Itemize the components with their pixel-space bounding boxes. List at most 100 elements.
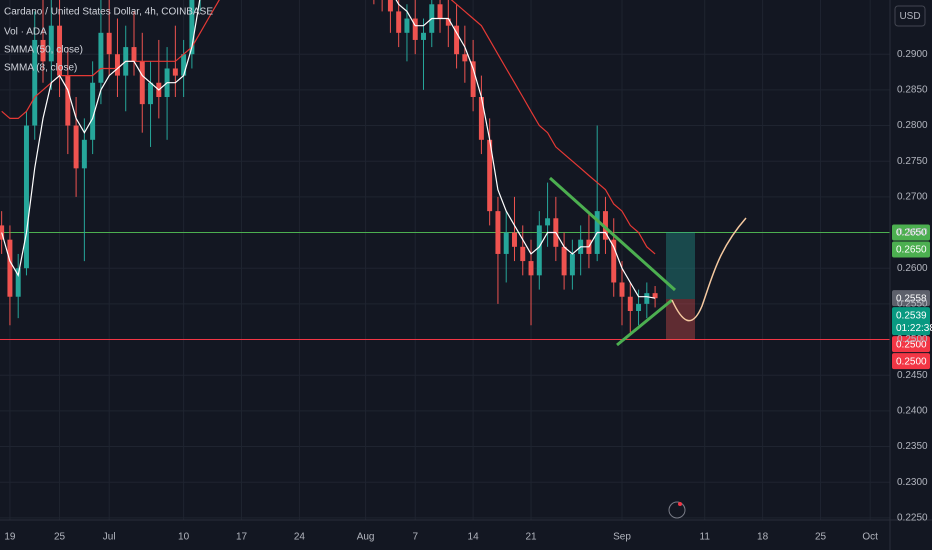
- x-tick-label: Jul: [103, 532, 116, 543]
- x-tick-label: 19: [4, 532, 16, 543]
- candle-body: [15, 268, 21, 297]
- y-tick-label: 0.2900: [897, 49, 928, 60]
- candle-body: [627, 296, 633, 312]
- price-tag: [892, 224, 930, 241]
- candle-body: [73, 125, 79, 169]
- candle-body: [148, 82, 154, 105]
- candle-body: [40, 39, 46, 62]
- x-tick-label: 10: [178, 532, 190, 543]
- candle-body: [57, 25, 63, 76]
- candle-body: [520, 246, 526, 262]
- y-tick-label: 0.2800: [897, 120, 928, 131]
- x-tick-label: 25: [815, 532, 827, 543]
- y-tick-label: 0.2600: [897, 263, 928, 274]
- unit-label: USD: [899, 11, 920, 22]
- y-tick-label: 0.2250: [897, 513, 928, 524]
- unit-button[interactable]: [894, 5, 926, 27]
- price-tags: 0.26500.26500.25580.253901:22:380.25000.…: [892, 224, 932, 370]
- long-stop-zone: [666, 299, 695, 340]
- price-tag-label: 0.2650: [896, 245, 927, 256]
- price-tag-label: 0.2650: [896, 228, 927, 239]
- x-tick-label: Aug: [357, 532, 375, 543]
- price-tag-label: 0.2539: [896, 310, 927, 321]
- y-tick-label: 0.2700: [897, 192, 928, 203]
- candle-body: [462, 54, 468, 62]
- x-tick-label: 25: [54, 532, 66, 543]
- y-tick-label: 0.2300: [897, 477, 928, 488]
- candle-body: [503, 232, 509, 254]
- y-tick-label: 0.2400: [897, 406, 928, 417]
- candle-body: [131, 47, 137, 62]
- x-tick-label: 11: [700, 532, 711, 543]
- y-tick-label: 0.2650: [897, 227, 928, 238]
- alert-dot: [678, 502, 682, 506]
- candle-body: [652, 293, 658, 299]
- candle-body: [561, 246, 567, 276]
- x-tick-label: 14: [468, 532, 480, 543]
- x-tick-label: Oct: [862, 532, 878, 543]
- candle-body: [387, 0, 393, 12]
- price-tag: [892, 336, 930, 353]
- candle-body: [545, 218, 551, 226]
- candle-body: [48, 25, 54, 62]
- candle-body: [495, 211, 501, 254]
- price-tag: [892, 241, 930, 258]
- candle-body: [636, 303, 642, 312]
- candle-body: [81, 139, 87, 169]
- price-tag-label: 0.2500: [896, 356, 927, 367]
- y-tick-label: 0.2450: [897, 370, 928, 381]
- candle-body: [23, 125, 29, 269]
- candle-body: [487, 139, 493, 212]
- indicator-line: [1, 0, 656, 299]
- candle-body: [106, 32, 112, 55]
- candle-body: [396, 11, 402, 33]
- candle-body: [611, 239, 617, 283]
- alert-icon[interactable]: [668, 501, 686, 519]
- candle-body: [445, 18, 451, 26]
- candle-body: [7, 239, 13, 297]
- candle-body: [90, 82, 96, 140]
- trendline: [616, 298, 673, 347]
- price-tag: [892, 307, 930, 336]
- x-tick-label: 24: [294, 532, 306, 543]
- y-tick-label: 0.2500: [897, 334, 928, 345]
- price-tag: [892, 353, 930, 370]
- candle-body: [98, 32, 104, 83]
- x-tick-label: 17: [236, 532, 248, 543]
- plot: [0, 0, 890, 341]
- indicator-line: [1, 0, 656, 255]
- long-profit-zone: [666, 232, 695, 299]
- candle-body: [189, 0, 195, 55]
- candle-body: [536, 225, 542, 276]
- candle-body: [65, 75, 71, 126]
- price-tag: [892, 290, 930, 307]
- candle-body: [404, 18, 410, 33]
- candle-body: [421, 32, 426, 40]
- y-tick-label: 0.2850: [897, 85, 928, 96]
- x-tick-label: 21: [525, 532, 537, 543]
- legend-entry: SMMA (8, close): [4, 63, 77, 74]
- candle-body: [412, 18, 418, 40]
- y-tick-label: 0.2350: [897, 441, 928, 452]
- candle-body: [437, 4, 443, 19]
- candle-body: [602, 211, 608, 240]
- x-tick-label: 7: [412, 532, 418, 543]
- price-tag-label: 0.2500: [896, 339, 927, 350]
- candle-body: [528, 261, 534, 276]
- x-tick-label: 18: [757, 532, 769, 543]
- candle-body: [470, 61, 476, 98]
- x-tick-label: Sep: [613, 532, 631, 543]
- legend-entry: SMMA (50, close): [4, 45, 83, 56]
- candle-body: [454, 25, 460, 55]
- trendline: [548, 176, 677, 292]
- countdown: 01:22:38: [896, 323, 932, 334]
- candle-body: [139, 61, 145, 105]
- y-tick-label: 0.2750: [897, 156, 928, 167]
- candle-body: [511, 232, 517, 247]
- candle-body: [172, 68, 178, 76]
- candle-body: [32, 39, 38, 126]
- candle-body: [114, 54, 120, 76]
- volume-label: Vol · ADA: [4, 27, 47, 38]
- chart-title: Cardano / United States Dollar, 4h, COIN…: [4, 7, 213, 18]
